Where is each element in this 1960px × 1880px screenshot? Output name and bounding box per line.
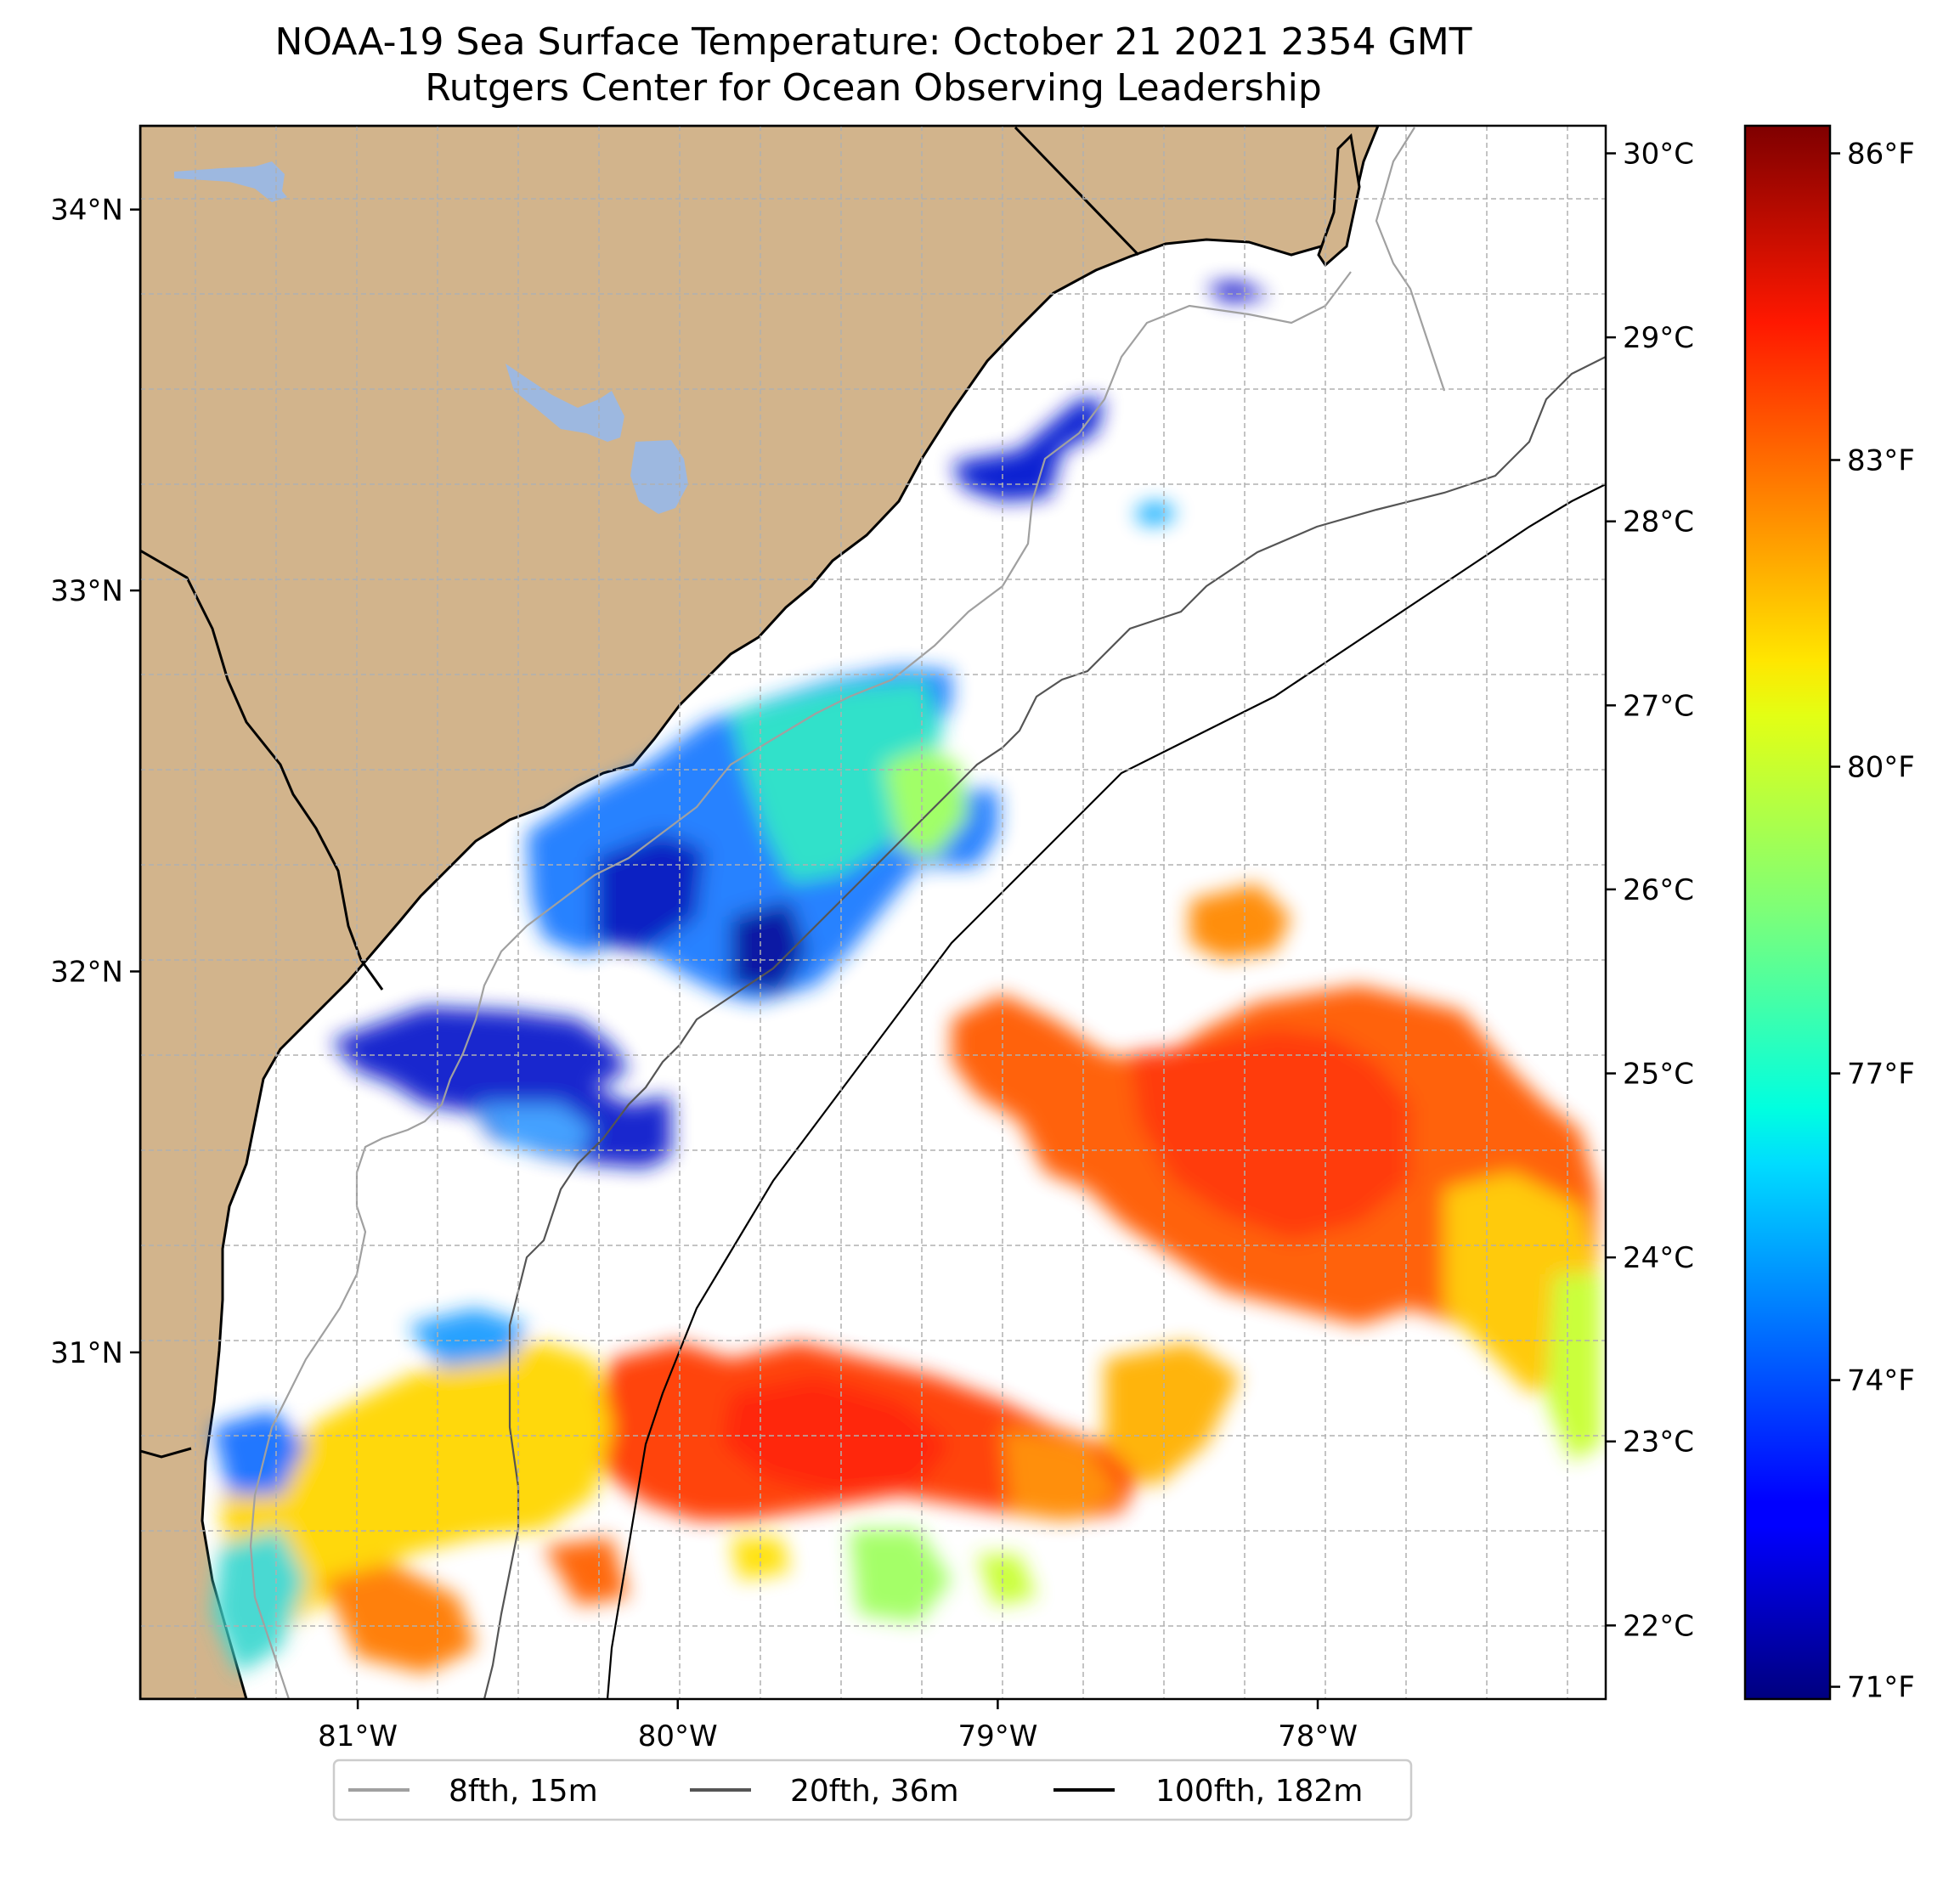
chart-subtitle: Rutgers Center for Ocean Observing Leade… — [425, 66, 1322, 110]
lon-tick-label: 80°W — [638, 1719, 718, 1753]
state-border-south — [140, 1447, 192, 1459]
colorbar-gradient — [1743, 124, 1832, 1701]
lat-tick-label: 33°N — [50, 574, 123, 608]
isobath-8fth — [249, 127, 1446, 1699]
colorbar-celsius-axis: 22°C 23°C 24°C 25°C 26°C 27°C 28°C 29°C 30°C — [1606, 137, 1694, 1643]
celsius-tick-label: 26°C — [1623, 873, 1694, 907]
lon-axis: 81°W 80°W 79°W 78°W — [318, 1699, 1358, 1753]
celsius-tick-label: 22°C — [1623, 1609, 1694, 1643]
lat-axis: 31°N 32°N 33°N 34°N — [50, 194, 140, 1370]
state-border — [140, 126, 1140, 991]
inland-lakes — [174, 161, 688, 514]
map-frame — [138, 124, 1607, 1701]
lat-tick-label: 34°N — [50, 194, 123, 228]
legend-label-20fth: 20fth, 36m — [790, 1774, 959, 1809]
celsius-tick-label: 24°C — [1623, 1241, 1694, 1275]
legend-frame — [332, 1759, 1413, 1821]
legend: 8fth, 15m 20fth, 36m 100fth, 182m — [332, 1759, 1413, 1821]
colorbar[interactable]: 22°C 23°C 24°C 25°C 26°C 27°C 28°C 29°C 30°C 71°… — [1606, 124, 1915, 1705]
celsius-tick-label: 27°C — [1623, 689, 1694, 723]
lon-tick-label: 81°W — [318, 1719, 398, 1753]
celsius-tick-label: 30°C — [1623, 137, 1694, 171]
fahrenheit-tick-label: 83°F — [1847, 444, 1915, 478]
lon-tick-label: 78°W — [1278, 1719, 1358, 1753]
celsius-tick-label: 29°C — [1623, 321, 1694, 355]
legend-label-8fth: 8fth, 15m — [449, 1774, 598, 1809]
fahrenheit-tick-label: 71°F — [1847, 1671, 1915, 1705]
lat-tick-label: 32°N — [50, 956, 123, 990]
fahrenheit-tick-label: 74°F — [1847, 1364, 1915, 1398]
lat-gridlines — [140, 198, 1606, 1627]
fahrenheit-tick-label: 77°F — [1847, 1058, 1915, 1092]
colorbar-fahrenheit-axis: 71°F 74°F 77°F 80°F 83°F 86°F — [1830, 137, 1915, 1705]
celsius-tick-label: 25°C — [1623, 1058, 1694, 1092]
land-mass — [140, 126, 1380, 1699]
celsius-tick-label: 23°C — [1623, 1426, 1694, 1459]
fahrenheit-tick-label: 86°F — [1847, 137, 1915, 171]
lat-tick-label: 31°N — [50, 1336, 123, 1370]
lon-gridlines — [195, 126, 1568, 1699]
fahrenheit-tick-label: 80°F — [1847, 751, 1915, 785]
sst-heatmap — [212, 282, 1601, 1674]
isobath-20fth — [483, 356, 1606, 1699]
land-island-north — [1317, 133, 1361, 268]
legend-label-100fth: 100fth, 182m — [1155, 1774, 1363, 1809]
isobath-100fth — [606, 483, 1606, 1699]
celsius-tick-label: 28°C — [1623, 505, 1694, 539]
lon-tick-label: 79°W — [957, 1719, 1037, 1753]
map-panel[interactable] — [140, 126, 1606, 1699]
chart-title: NOAA-19 Sea Surface Temperature: October… — [274, 20, 1471, 64]
